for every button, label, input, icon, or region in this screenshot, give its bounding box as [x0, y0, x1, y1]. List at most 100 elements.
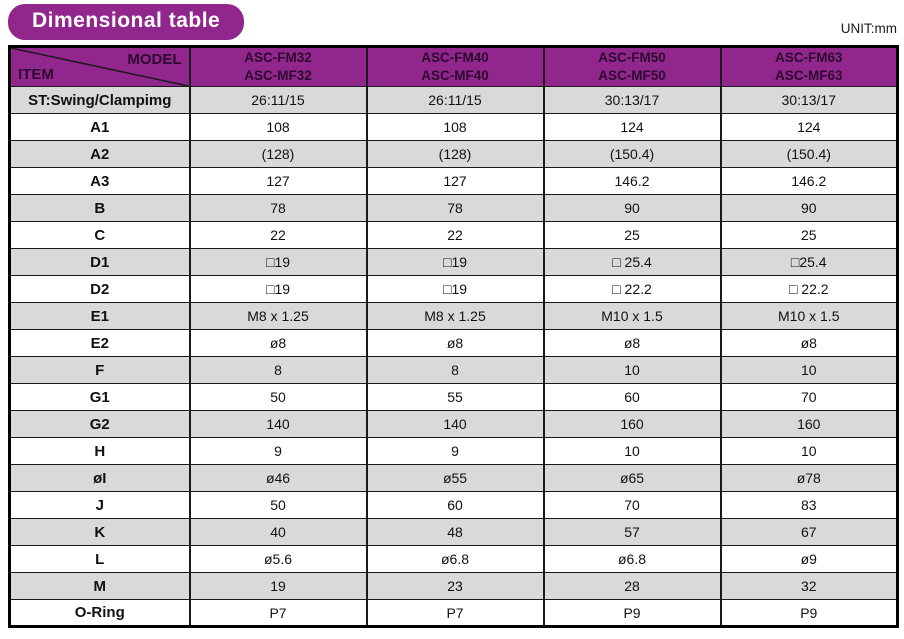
diagonal-divider: [11, 48, 189, 86]
table-row: øI ø46 ø55 ø65 ø78: [8, 464, 899, 492]
table-row: H 9 9 10 10: [8, 437, 899, 465]
value-cell: 140: [365, 410, 545, 438]
value-cell: 146.2: [542, 167, 722, 195]
value-cell: 124: [719, 113, 899, 141]
value-cell: 8: [365, 356, 545, 384]
item-cell: øI: [8, 464, 191, 492]
value-cell: 140: [188, 410, 368, 438]
table-row: A2 (128) (128) (150.4) (150.4): [8, 140, 899, 168]
value-cell: 48: [365, 518, 545, 546]
item-cell: ST:Swing/Clampimg: [8, 86, 191, 114]
value-cell: 30:13/17: [719, 86, 899, 114]
value-cell: 160: [719, 410, 899, 438]
table-row: G1 50 55 60 70: [8, 383, 899, 411]
item-cell: F: [8, 356, 191, 384]
item-cell: A1: [8, 113, 191, 141]
item-cell: G1: [8, 383, 191, 411]
value-cell: (128): [188, 140, 368, 168]
table-row: D1 □19 □19 □ 25.4 □25.4: [8, 248, 899, 276]
value-cell: 50: [188, 383, 368, 411]
model-header-cell: ASC-FM40 ASC-MF40: [365, 46, 545, 87]
value-cell: 19: [188, 572, 368, 600]
value-cell: 127: [365, 167, 545, 195]
value-cell: ø5.6: [188, 545, 368, 573]
value-cell: 90: [719, 194, 899, 222]
table-row: A1 108 108 124 124: [8, 113, 899, 141]
item-cell: C: [8, 221, 191, 249]
value-cell: 70: [719, 383, 899, 411]
value-cell: 10: [719, 437, 899, 465]
value-cell: ø8: [719, 329, 899, 357]
table-row: E2 ø8 ø8 ø8 ø8: [8, 329, 899, 357]
value-cell: M10 x 1.5: [542, 302, 722, 330]
value-cell: 40: [188, 518, 368, 546]
item-cell: M: [8, 572, 191, 600]
item-cell: L: [8, 545, 191, 573]
value-cell: (150.4): [542, 140, 722, 168]
value-cell: ø8: [188, 329, 368, 357]
item-cell: E1: [8, 302, 191, 330]
table-row: A3 127 127 146.2 146.2: [8, 167, 899, 195]
model-name-line1: ASC-FM40: [421, 50, 489, 66]
value-cell: 23: [365, 572, 545, 600]
item-cell: K: [8, 518, 191, 546]
value-cell: 26:11/15: [188, 86, 368, 114]
item-cell: D2: [8, 275, 191, 303]
value-cell: 55: [365, 383, 545, 411]
model-name-line2: ASC-MF40: [421, 68, 489, 83]
value-cell: 10: [542, 356, 722, 384]
model-name-line2: ASC-MF50: [598, 68, 666, 83]
value-cell: 160: [542, 410, 722, 438]
corner-item-label: ITEM: [18, 65, 54, 83]
value-cell: M10 x 1.5: [719, 302, 899, 330]
value-cell: □19: [188, 248, 368, 276]
value-cell: □25.4: [719, 248, 899, 276]
table-row: F 8 8 10 10: [8, 356, 899, 384]
item-cell: J: [8, 491, 191, 519]
value-cell: □ 22.2: [542, 275, 722, 303]
value-cell: 57: [542, 518, 722, 546]
value-cell: 50: [188, 491, 368, 519]
value-cell: 9: [365, 437, 545, 465]
value-cell: ø8: [542, 329, 722, 357]
value-cell: (150.4): [719, 140, 899, 168]
value-cell: □19: [365, 248, 545, 276]
value-cell: P7: [188, 599, 368, 627]
value-cell: 10: [542, 437, 722, 465]
table-row: C 22 22 25 25: [8, 221, 899, 249]
value-cell: 22: [188, 221, 368, 249]
model-header-cell: ASC-FM32 ASC-MF32: [188, 46, 368, 87]
section-title-badge: Dimensional table: [8, 4, 245, 40]
unit-label: UNIT:mm: [840, 21, 897, 36]
value-cell: 25: [542, 221, 722, 249]
value-cell: 10: [719, 356, 899, 384]
item-cell: A2: [8, 140, 191, 168]
table-row: E1 M8 x 1.25 M8 x 1.25 M10 x 1.5 M10 x 1.5: [8, 302, 899, 330]
model-name-line1: ASC-FM32: [244, 50, 312, 66]
model-header-cell: ASC-FM63 ASC-MF63: [719, 46, 899, 87]
value-cell: M8 x 1.25: [188, 302, 368, 330]
value-cell: 28: [542, 572, 722, 600]
value-cell: 67: [719, 518, 899, 546]
value-cell: 8: [188, 356, 368, 384]
value-cell: P9: [719, 599, 899, 627]
value-cell: ø78: [719, 464, 899, 492]
section-title: Dimensional table: [32, 9, 221, 32]
value-cell: 70: [542, 491, 722, 519]
item-cell: B: [8, 194, 191, 222]
value-cell: 78: [188, 194, 368, 222]
value-cell: 127: [188, 167, 368, 195]
value-cell: 60: [542, 383, 722, 411]
item-cell: O-Ring: [8, 599, 191, 627]
model-name-line2: ASC-MF32: [244, 68, 312, 83]
value-cell: 60: [365, 491, 545, 519]
model-name-line2: ASC-MF63: [774, 68, 843, 83]
value-cell: ø9: [719, 545, 899, 573]
value-cell: ø55: [365, 464, 545, 492]
value-cell: P9: [542, 599, 722, 627]
table-row: M 19 23 28 32: [8, 572, 899, 600]
value-cell: ø6.8: [542, 545, 722, 573]
model-header-cell: ASC-FM50 ASC-MF50: [542, 46, 722, 87]
value-cell: 83: [719, 491, 899, 519]
value-cell: 25: [719, 221, 899, 249]
